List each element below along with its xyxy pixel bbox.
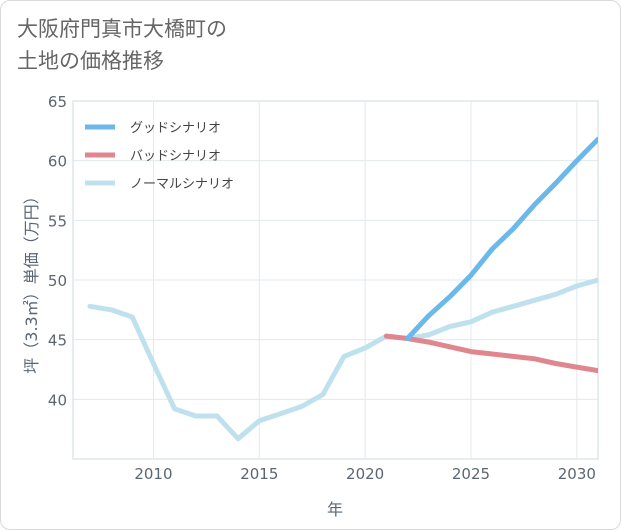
series-line-2: [87, 277, 598, 442]
series-lines: [87, 136, 598, 442]
chart-title-line2: 土地の価格推移: [17, 49, 164, 73]
x-tick-label: 2020: [346, 465, 384, 483]
y-axis-label: 坪（3.3㎡）単価（万円）: [22, 188, 41, 373]
y-tick-label: 55: [48, 212, 67, 230]
chart-title: 大阪府門真市大橋町の 土地の価格推移: [17, 13, 377, 77]
legend-label: バッドシナリオ: [130, 149, 221, 164]
series-line-1: [383, 333, 598, 374]
y-tick-label: 60: [48, 153, 67, 171]
chart-title-line1: 大阪府門真市大橋町の: [17, 17, 227, 41]
x-tick-label: 2025: [452, 465, 490, 483]
y-tick-label: 50: [48, 272, 67, 290]
legend-label: グッドシナリオ: [130, 121, 221, 136]
series-line-0: [405, 136, 598, 341]
x-tick-label: 2015: [240, 465, 278, 483]
y-tick-label: 65: [48, 93, 67, 111]
x-tick-label: 2010: [134, 465, 172, 483]
legend-label: ノーマルシナリオ: [130, 177, 234, 192]
grid-lines: [73, 101, 598, 459]
axis-ticks: 40 45 50 55 60 65 2010 2015 2020 2025 2030: [48, 93, 596, 483]
x-tick-label: 2030: [558, 465, 596, 483]
y-tick-label: 40: [48, 391, 67, 409]
y-tick-label: 45: [48, 332, 67, 350]
x-axis-label: 年: [327, 500, 343, 519]
